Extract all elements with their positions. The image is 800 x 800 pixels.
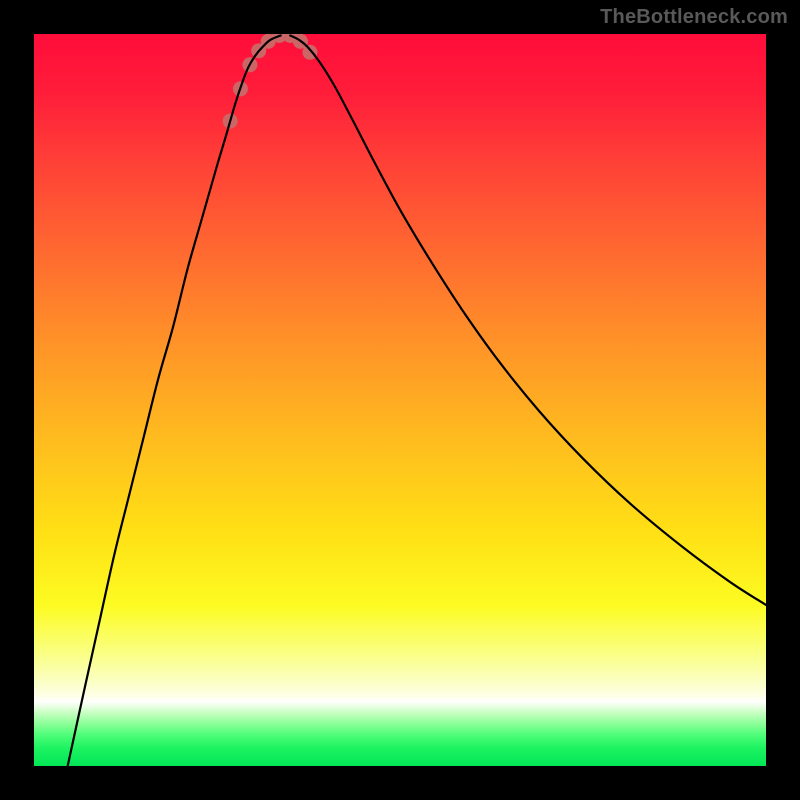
curve-right [290,35,766,604]
curve-layer [34,34,766,766]
plot-area [34,34,766,766]
watermark-text: TheBottleneck.com [600,6,788,29]
curve-left [68,35,281,766]
